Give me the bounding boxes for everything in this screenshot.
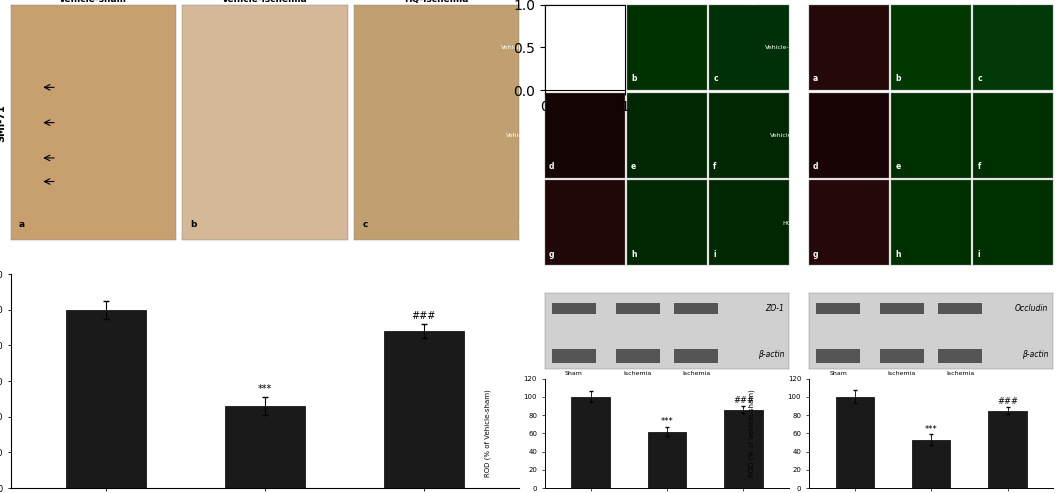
Bar (988, 411, 1027, 488)
Bar (571, 397, 610, 488)
Bar (66, 310, 146, 488)
Text: Sham: Sham (565, 371, 583, 377)
FancyBboxPatch shape (938, 304, 982, 314)
Text: f: f (978, 162, 981, 171)
Y-axis label: Vehicle-sham: Vehicle-sham (501, 45, 544, 50)
Y-axis label: ROD (% of Vehicle-sham): ROD (% of Vehicle-sham) (484, 389, 491, 477)
Text: g: g (549, 249, 554, 258)
Text: b: b (631, 74, 636, 83)
Text: β-actin: β-actin (758, 350, 784, 358)
Bar (648, 431, 686, 488)
Text: ***: *** (661, 417, 674, 426)
Text: b: b (895, 74, 900, 83)
Text: Ischemia: Ischemia (887, 371, 916, 377)
FancyBboxPatch shape (616, 350, 660, 363)
Text: ***: *** (257, 384, 272, 394)
Bar (384, 331, 464, 488)
Text: a: a (19, 219, 26, 229)
Text: Ischemia: Ischemia (682, 371, 711, 377)
Text: h: h (895, 249, 900, 258)
FancyBboxPatch shape (675, 350, 718, 363)
Y-axis label: Vehicle-sham: Vehicle-sham (765, 45, 808, 50)
FancyBboxPatch shape (880, 350, 924, 363)
Y-axis label: Vehicle-isch: Vehicle-isch (506, 133, 544, 138)
FancyBboxPatch shape (675, 304, 718, 314)
Title: Vehicle-sham: Vehicle-sham (60, 0, 128, 4)
Text: e: e (631, 162, 636, 171)
Title: HQ-ischemia: HQ-ischemia (404, 0, 469, 4)
FancyBboxPatch shape (816, 350, 860, 363)
Text: Ischemia: Ischemia (946, 371, 975, 377)
Title: SMI-71: SMI-71 (655, 0, 679, 4)
FancyBboxPatch shape (938, 350, 982, 363)
Title: Occludin: Occludin (833, 0, 864, 4)
Bar (835, 397, 874, 488)
Text: a: a (549, 74, 554, 83)
FancyBboxPatch shape (816, 304, 860, 314)
Text: c: c (978, 74, 982, 83)
Bar (226, 406, 304, 488)
Y-axis label: HQ-isch: HQ-isch (783, 220, 808, 225)
Text: HQ: HQ (955, 379, 965, 384)
Y-axis label: SMI-71: SMI-71 (0, 104, 6, 141)
FancyBboxPatch shape (616, 304, 660, 314)
Y-axis label: ROD (% of Vehicle-sham): ROD (% of Vehicle-sham) (748, 389, 755, 477)
Text: Vehicle: Vehicle (595, 379, 617, 384)
Text: ###: ### (733, 396, 754, 405)
Text: Sham: Sham (829, 371, 847, 377)
Text: c: c (713, 74, 718, 83)
FancyBboxPatch shape (552, 350, 596, 363)
Text: c: c (363, 219, 368, 229)
Text: g: g (813, 249, 818, 258)
Text: f: f (713, 162, 717, 171)
Text: ***: *** (925, 424, 937, 433)
Text: Vehicle: Vehicle (859, 379, 881, 384)
FancyBboxPatch shape (880, 304, 924, 314)
Title: Merge: Merge (1002, 0, 1025, 4)
Text: d: d (813, 162, 818, 171)
Y-axis label: HQ-isch: HQ-isch (519, 220, 544, 225)
Y-axis label: Vehicle-isch: Vehicle-isch (770, 133, 808, 138)
FancyBboxPatch shape (552, 304, 596, 314)
Text: h: h (631, 249, 636, 258)
Title: Merge: Merge (738, 0, 760, 4)
Text: ZO-1: ZO-1 (765, 304, 784, 313)
Text: i: i (978, 249, 980, 258)
Title: Vehicle-ischemia: Vehicle-ischemia (222, 0, 307, 4)
Bar (725, 410, 763, 488)
Text: e: e (895, 162, 900, 171)
Text: ###: ### (997, 397, 1018, 406)
Title: ZO-1: ZO-1 (576, 0, 594, 4)
Text: Occludin: Occludin (1015, 304, 1048, 313)
Text: ###: ### (412, 311, 436, 320)
Text: Ischemia: Ischemia (624, 371, 652, 377)
Text: β-actin: β-actin (1021, 350, 1048, 358)
Text: d: d (549, 162, 554, 171)
Text: HQ: HQ (692, 379, 701, 384)
Bar (912, 440, 950, 488)
Text: b: b (190, 219, 197, 229)
Text: i: i (713, 249, 716, 258)
Title: SMI-71: SMI-71 (919, 0, 943, 4)
Text: a: a (813, 74, 818, 83)
